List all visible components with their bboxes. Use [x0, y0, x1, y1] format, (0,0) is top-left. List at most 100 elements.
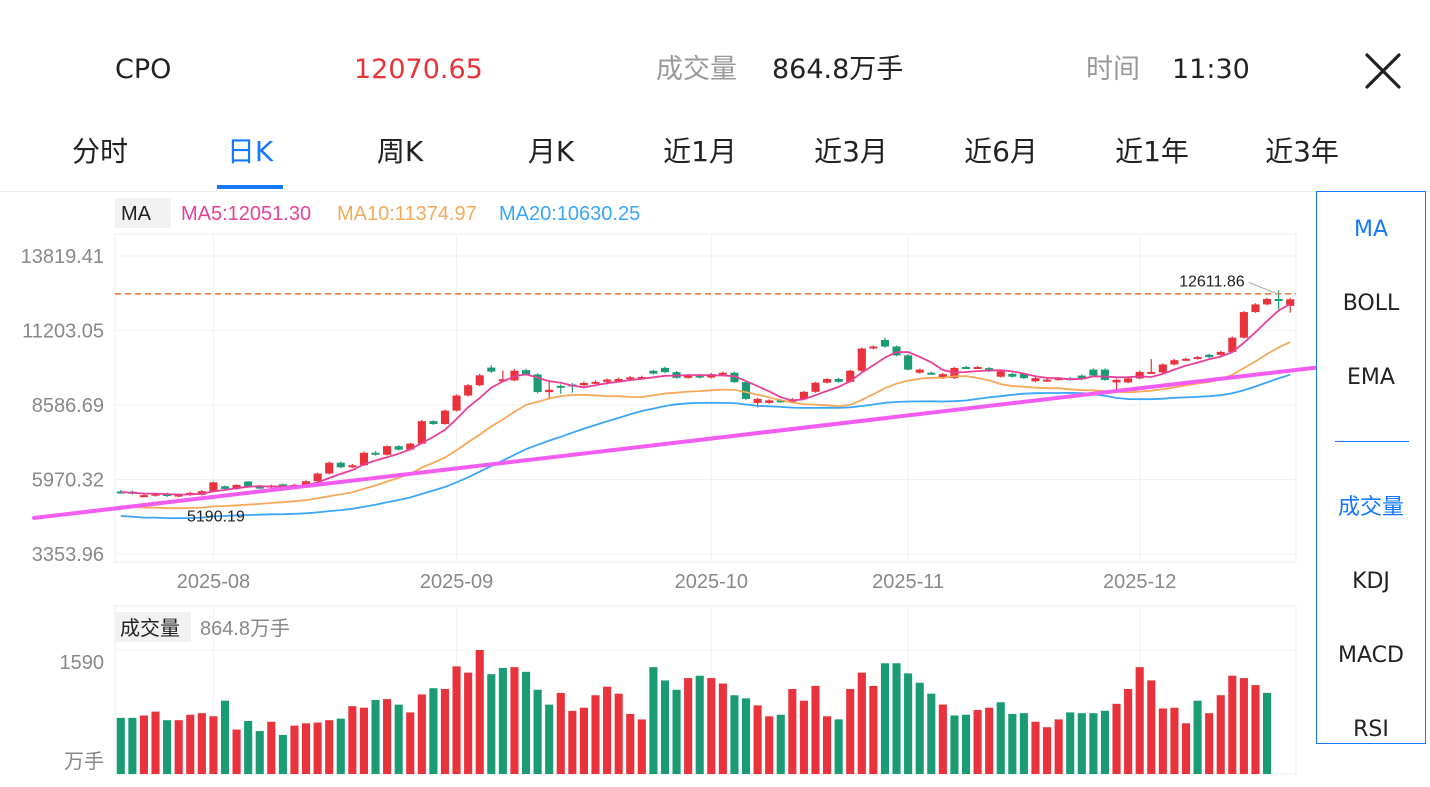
volume-bar: [1043, 727, 1052, 774]
candle-body: [545, 389, 554, 393]
candle-body: [383, 446, 392, 455]
volume-bar: [151, 711, 160, 774]
volume-bar: [1135, 667, 1144, 774]
volume-bar: [163, 720, 172, 774]
max-price-label: 12611.86: [1179, 273, 1245, 290]
kline-chart[interactable]: MA MA5:12051.30 MA10:11374.97 MA20:10630…: [0, 190, 1316, 787]
close-button[interactable]: [1360, 48, 1406, 94]
indicator-ma[interactable]: MA: [1353, 217, 1389, 242]
volume-bar: [545, 704, 554, 774]
volume-bar: [440, 688, 450, 774]
volume-bar: [301, 723, 311, 774]
candle-body: [533, 374, 542, 393]
volume-bar: [197, 713, 206, 774]
volume-bar: [521, 671, 531, 774]
candle-body: [556, 385, 565, 388]
volume-bar: [996, 702, 1005, 774]
sub-indicator-macd[interactable]: MACD: [1338, 643, 1404, 668]
candle-body: [614, 378, 623, 381]
volume-bar: [1193, 700, 1202, 774]
indicator-boll[interactable]: BOLL: [1342, 291, 1400, 316]
close-icon: [1365, 53, 1401, 89]
legend-ma20: MA20:10630.25: [499, 203, 640, 225]
volume-bar: [568, 710, 577, 774]
volume-bar: [753, 705, 762, 774]
price-grid: [114, 233, 1297, 563]
volume-bar: [1251, 685, 1260, 774]
x-tick-label: 2025-09: [420, 571, 493, 593]
candle-body: [753, 398, 762, 403]
volume-bar: [741, 698, 751, 774]
tab-daily-k[interactable]: 日K: [226, 135, 274, 168]
legend-tag: MA: [121, 203, 152, 225]
candle-body: [741, 382, 751, 399]
indicator-ema[interactable]: EMA: [1347, 365, 1395, 390]
volume-bar: [1112, 703, 1121, 774]
candle-body: [1251, 304, 1260, 313]
volume-bar: [684, 678, 693, 774]
volume-bar: [718, 683, 727, 774]
volume-bar: [1008, 713, 1017, 774]
volume-bar: [278, 735, 287, 774]
volume-bar: [799, 700, 808, 774]
sub-indicator-rsi[interactable]: RSI: [1353, 717, 1389, 742]
y-tick-label: 3353.96: [32, 544, 104, 566]
volume-bar: [927, 693, 936, 774]
volume-bar: [1019, 713, 1028, 774]
tab-3-years[interactable]: 近3年: [1265, 135, 1339, 168]
candle-body: [174, 494, 183, 497]
y-tick-label: 8586.69: [32, 395, 104, 417]
tab-weekly-k[interactable]: 周K: [376, 135, 424, 168]
volume-bar: [579, 707, 588, 774]
volume-bar: [336, 718, 345, 774]
tab-1-year[interactable]: 近1年: [1115, 135, 1189, 168]
candle-body: [394, 446, 403, 450]
legend-ma10: MA10:11374.97: [337, 203, 477, 225]
volume-bar: [1158, 708, 1167, 774]
volume-bar: [174, 720, 183, 774]
volume-bar: [128, 717, 137, 774]
candle-body: [417, 421, 426, 444]
volume-unit: 万手: [64, 750, 104, 773]
candle-body: [718, 372, 727, 375]
volume-bar: [533, 689, 542, 774]
candle-body: [1216, 351, 1225, 355]
candle-body: [209, 482, 218, 492]
volume-bar: [498, 667, 507, 774]
tab-monthly-k[interactable]: 月K: [527, 135, 575, 168]
volume-bar: [1100, 710, 1110, 774]
time-value: 11:30: [1172, 54, 1250, 85]
candle-body: [730, 372, 739, 383]
volume-bar: [417, 694, 426, 774]
candle-body: [904, 355, 913, 370]
sub-indicator-kdj[interactable]: KDJ: [1352, 569, 1390, 594]
volume-bar: [464, 672, 473, 774]
tab-3-months[interactable]: 近3月: [814, 135, 888, 168]
tab-6-months[interactable]: 近6月: [964, 135, 1038, 168]
candle-body: [521, 370, 531, 375]
candle-body: [603, 379, 612, 382]
candle-body: [255, 486, 264, 489]
tab-1-month[interactable]: 近1月: [663, 135, 737, 168]
candle-body: [938, 374, 947, 379]
candle-body: [776, 400, 785, 403]
volume-bar: [209, 716, 218, 774]
volume-bar: [510, 667, 519, 774]
candle-body: [313, 473, 322, 482]
candle-body: [220, 486, 230, 489]
candle-body: [429, 421, 438, 424]
candle-body: [649, 370, 658, 374]
volume-bar: [290, 725, 299, 774]
volume-bar: [660, 680, 670, 774]
volume-bar: [892, 663, 901, 774]
candle-body: [139, 495, 148, 498]
candle-body: [301, 481, 311, 485]
candle-body: [464, 385, 473, 396]
tab-intraday[interactable]: 分时: [71, 135, 129, 168]
volume-bar: [811, 685, 820, 774]
volume-top-tick: 1590: [60, 652, 105, 674]
volume-bar: [116, 717, 125, 774]
candle-body: [1135, 371, 1144, 379]
sub-indicator-volume[interactable]: 成交量: [1337, 495, 1404, 520]
volume-bar: [1228, 675, 1237, 774]
